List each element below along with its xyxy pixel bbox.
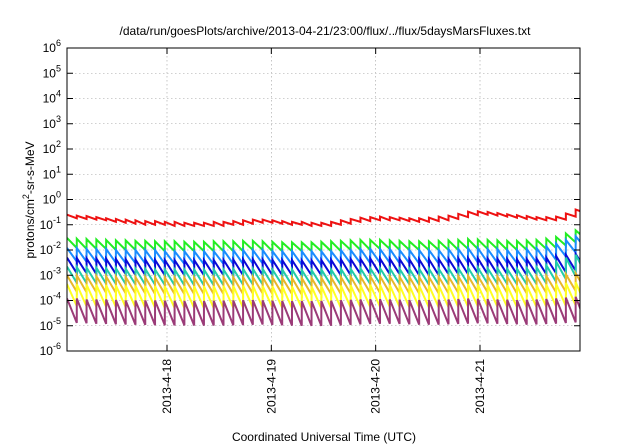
series-layer	[67, 208, 580, 327]
x-tick-label: 2013-4-20	[369, 359, 383, 414]
series-line-1	[67, 208, 580, 228]
y-tick-label: 101	[43, 164, 61, 181]
series-line-5	[67, 254, 580, 290]
y-tick-label: 10-3	[40, 265, 61, 282]
y-tick-label: 10-1	[40, 215, 61, 232]
chart-title: /data/run/goesPlots/archive/2013-04-21/2…	[120, 24, 532, 38]
y-tick-label: 10-2	[40, 240, 61, 257]
y-axis-label: protons/cm2-sr-s-MeV	[21, 141, 37, 258]
y-tick-label: 10-4	[40, 291, 61, 308]
y-tick-label: 104	[43, 89, 61, 106]
series-line-8	[67, 296, 580, 327]
y-tick-label: 105	[43, 63, 61, 80]
series-line-7	[67, 281, 580, 309]
series-line-2	[67, 228, 580, 254]
grid-lines	[67, 48, 580, 351]
x-tick-label: 2013-4-21	[473, 359, 487, 414]
y-tick-label: 102	[43, 139, 61, 156]
y-tick-label: 103	[43, 114, 61, 131]
y-tick-label: 10-6	[40, 341, 61, 358]
x-axis-label: Coordinated Universal Time (UTC)	[232, 430, 416, 444]
series-line-6	[67, 269, 580, 299]
series-line-3	[67, 233, 580, 268]
x-tick-label: 2013-4-18	[160, 359, 174, 414]
y-tick-label: 10-5	[40, 316, 61, 333]
x-axis-ticks: 2013-4-18 2013-4-19 2013-4-20 2013-4-21	[160, 48, 487, 414]
x-tick-label: 2013-4-19	[264, 359, 278, 414]
y-axis-ticks: 10-6 10-5 10-4 10-3 10-2 10-1 100 101 102 103 104 1…	[40, 38, 580, 358]
series-line-4	[67, 250, 580, 279]
y-tick-label: 100	[43, 190, 61, 207]
y-tick-label: 106	[43, 38, 61, 55]
